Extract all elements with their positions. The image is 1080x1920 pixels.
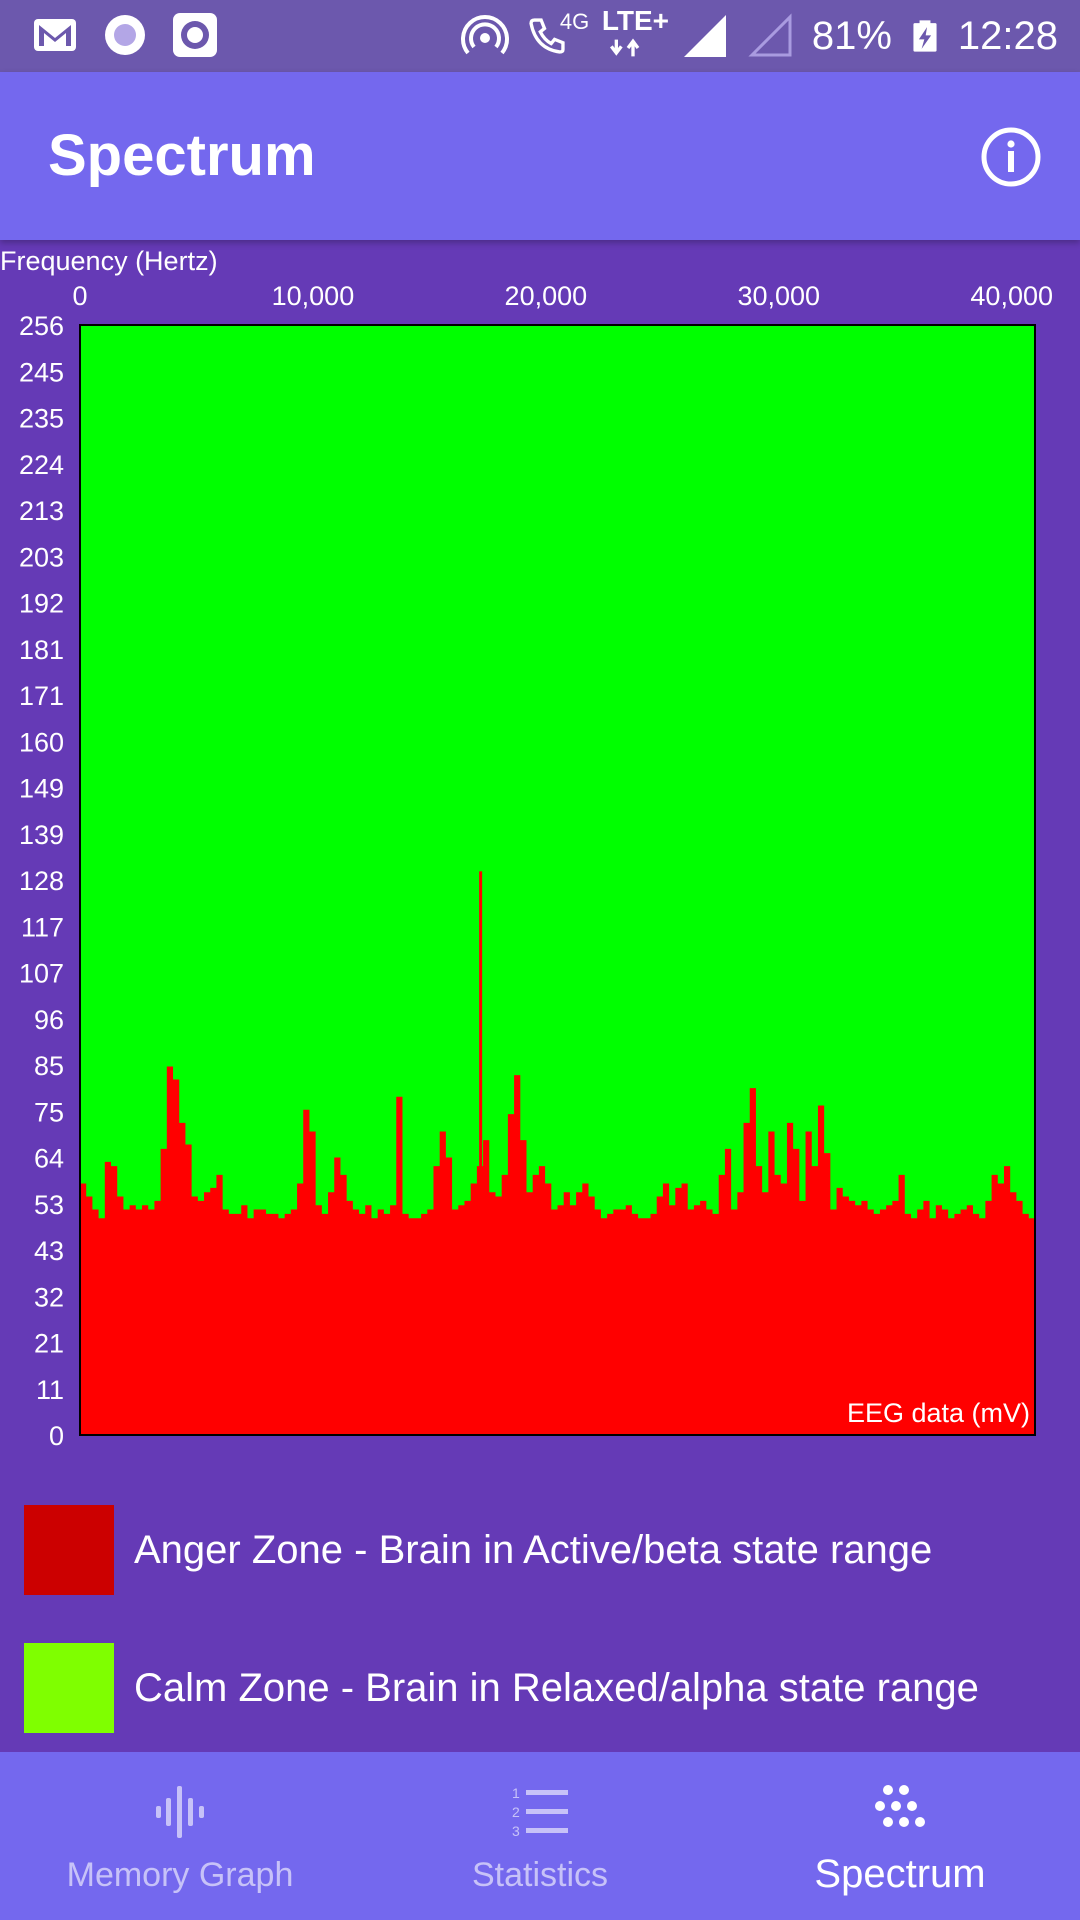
y-tick-label: 235	[19, 404, 64, 434]
calm-legend-label: Calm Zone - Brain in Relaxed/alpha state…	[134, 1665, 979, 1710]
nav-memory-graph-label: Memory Graph	[66, 1856, 294, 1894]
lte-icon: LTE+	[602, 5, 669, 63]
x-tick-label: 0	[72, 281, 87, 311]
y-tick-label: 11	[36, 1375, 64, 1405]
media-notification-icon	[173, 13, 217, 57]
y-tick-label: 21	[34, 1329, 64, 1359]
y-tick-label: 128	[19, 866, 64, 896]
y-tick-label: 213	[19, 496, 64, 526]
y-tick-label: 171	[19, 681, 64, 711]
y-tick-label: 53	[34, 1190, 64, 1220]
svg-text:1: 1	[512, 1785, 520, 1801]
y-tick-label: 43	[34, 1236, 64, 1266]
spectrum-chart-svg: Frequency (Hertz) 0 10,000 20,000 30,000 40,…	[0, 246, 1053, 1451]
y-tick-label: 224	[19, 450, 64, 480]
info-button[interactable]	[980, 126, 1042, 188]
notification-icons	[30, 10, 220, 60]
hotspot-icon	[460, 15, 509, 55]
y-tick-label: 160	[19, 727, 64, 757]
battery-percent: 81%	[811, 13, 892, 58]
y-tick-labels: 256 245 235 224 213 203 192 181 171 160 149 139 128 1…	[19, 311, 64, 1451]
legend-anger: Anger Zone - Brain in Active/beta state …	[24, 1505, 932, 1595]
y-tick-label: 107	[19, 959, 64, 989]
waveform-icon	[156, 1786, 204, 1838]
anger-zone-area	[80, 1066, 1035, 1435]
y-tick-label: 139	[19, 820, 64, 850]
y-tick-label: 85	[34, 1051, 64, 1081]
call-4g-icon: 4G	[526, 9, 590, 61]
record-notification-icon	[105, 15, 145, 55]
y-tick-label: 0	[49, 1421, 64, 1451]
nav-statistics[interactable]: 1 2 3 Statistics	[360, 1752, 720, 1920]
signal-full-icon	[683, 15, 726, 57]
x-tick-label: 10,000	[272, 281, 355, 311]
bottom-navigation: Memory Graph 1 2 3 Statistics Spectrum	[0, 1752, 1080, 1920]
y-tick-label: 149	[19, 774, 64, 804]
y-tick-label: 256	[19, 311, 64, 341]
info-icon	[981, 127, 1041, 187]
frequency-axis-label: Frequency (Hertz)	[0, 246, 218, 276]
y-tick-label: 64	[34, 1144, 64, 1174]
y-tick-label: 32	[34, 1282, 64, 1312]
page-title: Spectrum	[48, 123, 316, 188]
nav-statistics-label: Statistics	[471, 1856, 609, 1894]
lte-label: LTE+	[601, 5, 669, 36]
nav-spectrum-label: Spectrum	[814, 1852, 986, 1896]
dots-grid-icon	[875, 1785, 925, 1827]
status-bar: 4G LTE+ 81% 12:28	[0, 0, 1080, 72]
y-tick-label: 117	[21, 912, 64, 942]
data-arrows-icon	[609, 38, 640, 57]
battery-charging-icon	[913, 20, 937, 52]
gmail-icon	[34, 19, 76, 51]
nav-memory-graph[interactable]: Memory Graph	[0, 1752, 360, 1920]
svg-text:3: 3	[512, 1823, 520, 1839]
clock: 12:28	[957, 13, 1058, 58]
x-tick-label: 20,000	[505, 281, 588, 311]
y-tick-label: 75	[34, 1097, 64, 1127]
numbered-list-icon: 1 2 3	[512, 1785, 568, 1839]
eeg-data-label: EEG data (mV)	[847, 1398, 1030, 1428]
y-tick-label: 192	[19, 589, 64, 619]
legend-calm: Calm Zone - Brain in Relaxed/alpha state…	[24, 1643, 979, 1733]
y-tick-label: 245	[19, 357, 64, 387]
y-tick-label: 181	[19, 635, 64, 665]
system-icons: 4G LTE+ 81% 12:28	[460, 0, 1058, 72]
y-tick-label: 96	[34, 1005, 64, 1035]
anger-legend-label: Anger Zone - Brain in Active/beta state …	[134, 1527, 933, 1572]
app-bar: Spectrum	[0, 72, 1080, 240]
nav-spectrum[interactable]: Spectrum	[720, 1752, 1080, 1920]
spectrum-chart: Frequency (Hertz) 0 10,000 20,000 30,000 40,…	[0, 240, 1080, 1460]
x-tick-label: 30,000	[737, 281, 820, 311]
y-tick-label: 203	[19, 542, 64, 572]
calm-swatch	[24, 1643, 114, 1733]
svg-text:2: 2	[512, 1804, 520, 1820]
x-tick-label: 40,000	[970, 281, 1053, 311]
network-type-label: 4G	[559, 9, 590, 34]
signal-empty-icon	[748, 13, 792, 57]
anger-swatch	[24, 1505, 114, 1595]
x-tick-labels: 0 10,000 20,000 30,000 40,000	[72, 281, 1053, 311]
plot-border	[79, 324, 1036, 1436]
anger-spike	[479, 871, 483, 1175]
